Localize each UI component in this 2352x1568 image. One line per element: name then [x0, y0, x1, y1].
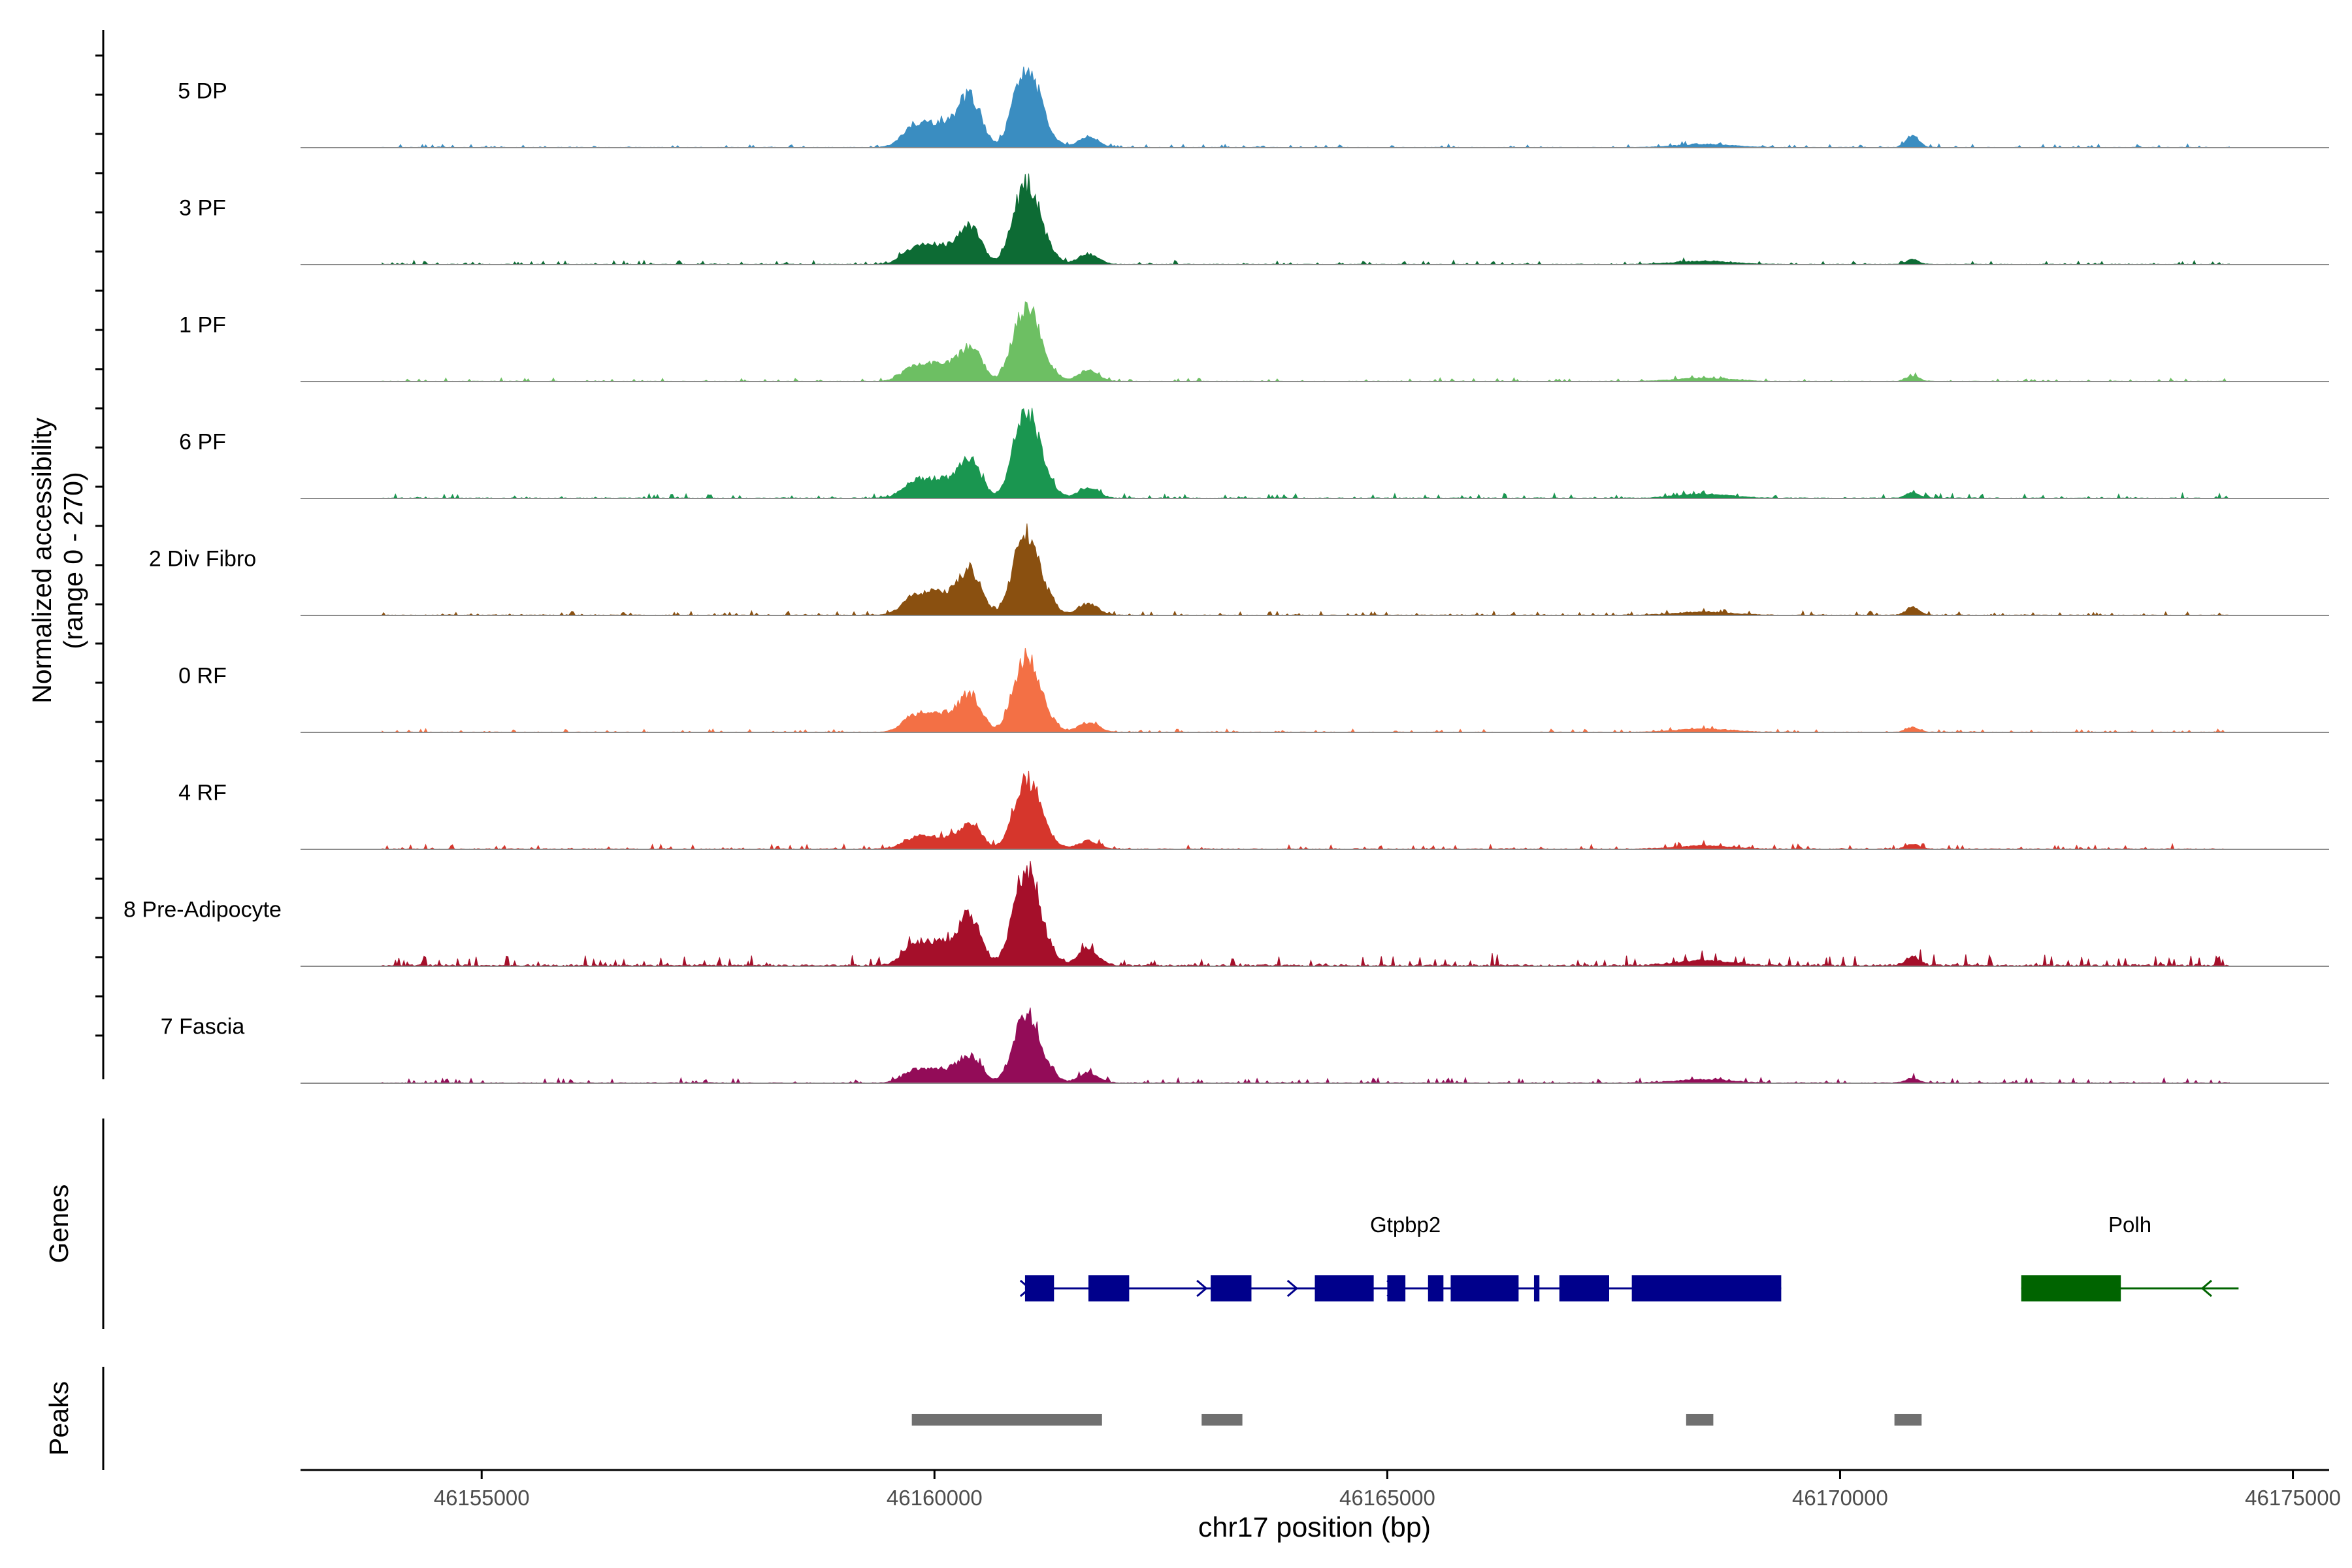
- peak-region: [1894, 1414, 1922, 1426]
- y-axis: Normalized accessibility (range 0 - 270): [27, 30, 105, 1079]
- track-label: 6 PF: [179, 430, 226, 455]
- strand-arrow: [1019, 1279, 1032, 1298]
- track-3-pf: 3 PF: [179, 173, 2329, 265]
- track-label: 0 RF: [178, 664, 227, 689]
- track-5-dp: 5 DP: [178, 66, 2329, 148]
- track-label: 8 Pre-Adipocyte: [123, 898, 282, 923]
- gene-label: Polh: [2108, 1213, 2151, 1237]
- track-4-rf: 4 RF: [178, 770, 2329, 850]
- x-tick-label: 46165000: [1339, 1486, 1435, 1510]
- x-tick-label: 46170000: [1792, 1486, 1888, 1510]
- x-tick-label: 46160000: [887, 1486, 983, 1510]
- peaks-panel-label: Peaks: [44, 1381, 74, 1456]
- track-label: 5 DP: [178, 79, 227, 104]
- genes-panel: Genes Gtpbp2 Polh: [44, 1119, 2239, 1329]
- gene-label: Gtpbp2: [1370, 1213, 1441, 1237]
- track-8-pre-adipocyte: 8 Pre-Adipocyte: [123, 860, 2329, 968]
- track-label: 2 Div Fibro: [149, 547, 256, 572]
- track-6-pf: 6 PF: [179, 408, 2329, 499]
- track-0-rf: 0 RF: [178, 647, 2329, 733]
- strand-arrow: [2200, 1279, 2212, 1298]
- gene-polh: Polh: [2021, 1213, 2239, 1301]
- x-tick-label: 46155000: [434, 1486, 530, 1510]
- track-7-fascia: 7 Fascia: [161, 1007, 2329, 1085]
- track-label: 4 RF: [178, 781, 227, 806]
- gene-exon: [1315, 1275, 1374, 1301]
- gene-exon: [1088, 1275, 1130, 1301]
- gene-exon: [2021, 1275, 2121, 1301]
- x-axis-label: chr17 position (bp): [1198, 1512, 1431, 1543]
- gene-exon: [1211, 1275, 1252, 1301]
- track-1-pf: 1 PF: [179, 301, 2329, 382]
- y-axis-label-line1: Normalized accessibility: [27, 417, 57, 704]
- gene-exon: [1428, 1275, 1444, 1301]
- x-axis: 46155000 46160000 46165000 46170000 46175000…: [301, 1469, 2341, 1543]
- track-label: 1 PF: [179, 313, 226, 338]
- peak-region: [1201, 1414, 1243, 1426]
- track-label: 3 PF: [179, 196, 226, 221]
- genes-panel-label: Genes: [44, 1184, 74, 1264]
- strand-arrow: [1196, 1279, 1208, 1298]
- gene-exon: [1533, 1275, 1540, 1301]
- track-label: 7 Fascia: [161, 1015, 245, 1039]
- strand-arrow: [1386, 1279, 1398, 1298]
- x-tick-label: 46175000: [2245, 1486, 2341, 1510]
- peak-region: [911, 1414, 1102, 1426]
- gene-exon: [1631, 1275, 1782, 1301]
- gene-exon: [1559, 1275, 1610, 1301]
- coverage-tracks: 5 DP 3 PF 1 PF 6 PF 2 Div Fibro 0 RF 4 RF 8 Pre…: [123, 66, 2329, 1085]
- peaks-panel: Peaks: [44, 1367, 1922, 1470]
- y-axis-label-line2: (range 0 - 270): [58, 472, 88, 649]
- gene-gtpbp2: Gtpbp2: [1019, 1213, 1782, 1301]
- strand-arrow: [1286, 1279, 1299, 1298]
- gene-exon: [1450, 1275, 1519, 1301]
- peak-region: [1686, 1414, 1714, 1426]
- track-2-div-fibro: 2 Div Fibro: [149, 523, 2329, 616]
